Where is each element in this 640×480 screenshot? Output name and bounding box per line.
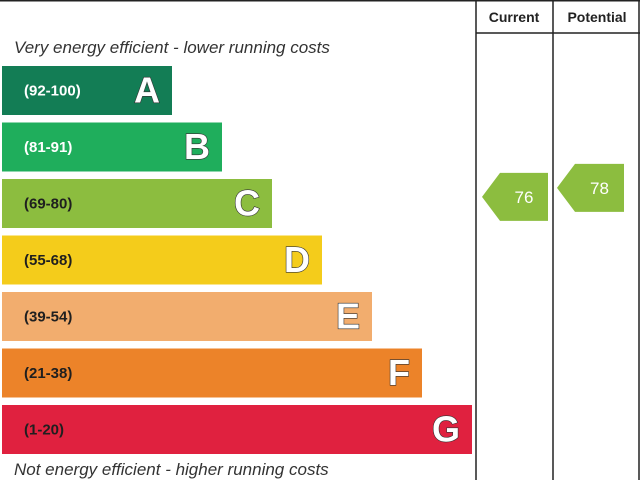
band-d-letter: D: [284, 239, 310, 280]
potential-column-header: Potential: [567, 9, 627, 25]
band-c-bar: [2, 179, 272, 228]
band-e-letter: E: [336, 296, 360, 337]
current-rating-arrow: [482, 172, 548, 221]
current-column-header: Current: [488, 9, 540, 25]
band-g-letter: G: [432, 409, 460, 450]
potential-rating-arrow: [557, 163, 624, 212]
band-f-bar: [2, 348, 422, 398]
band-a-range: (92-100): [24, 83, 81, 100]
band-c-letter: C: [234, 183, 260, 224]
band-f-letter: F: [388, 352, 410, 393]
rating-bands: (92-100) A (81-91) B (69-80) C (55-68) D (39-54)…: [2, 66, 472, 454]
band-a-letter: A: [134, 70, 160, 111]
potential-rating-value: 78: [590, 179, 609, 198]
band-e-range: (39-54): [24, 309, 72, 326]
band-g-bar: [2, 405, 472, 454]
band-b-range: (81-91): [24, 139, 72, 156]
current-rating-value: 76: [515, 188, 534, 207]
band-f-range: (21-38): [24, 365, 72, 382]
band-g-range: (1-20): [24, 422, 64, 439]
band-b-letter: B: [184, 126, 210, 167]
band-e-bar: [2, 292, 372, 341]
bottom-caption: Not energy efficient - higher running co…: [14, 460, 329, 479]
band-d-bar: [2, 235, 322, 285]
band-b-bar: [2, 122, 222, 172]
band-d-range: (55-68): [24, 252, 72, 269]
top-caption: Very energy efficient - lower running co…: [14, 38, 330, 57]
band-c-range: (69-80): [24, 196, 72, 213]
rating-arrows: 76 78: [482, 163, 624, 221]
band-a-bar: [2, 66, 172, 115]
